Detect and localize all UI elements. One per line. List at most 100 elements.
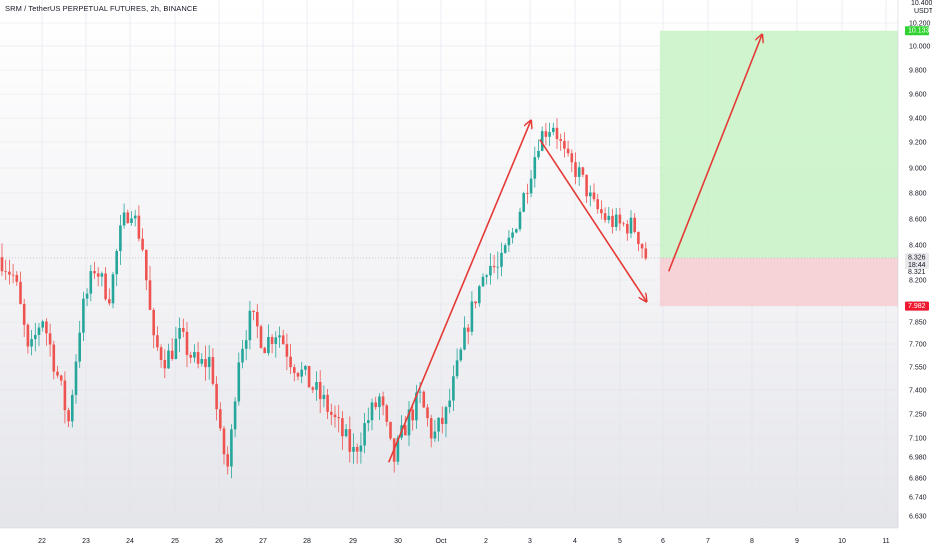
candle-body [341,418,344,437]
time-tick-label: 30 [394,538,402,545]
candle-body [163,359,167,369]
position-zones[interactable] [0,30,898,307]
candle-body [614,214,618,228]
candle-body [640,244,644,249]
candle-body [300,369,303,377]
candle-body [82,298,85,333]
candle-body [537,150,540,158]
candle-body [378,396,381,408]
time-tick-label: 25 [171,538,179,545]
candle-body [411,409,414,421]
candle-body [237,362,241,402]
stop-price-tag-text: 7.982 [908,303,926,310]
candle-body [448,400,451,408]
candle-body [481,276,485,287]
time-tick-label: 10 [838,538,846,545]
candle-body [226,454,229,467]
candle-body [222,428,226,455]
candle-body [329,411,333,415]
time-tick-label: 5 [618,538,622,545]
candle-body [485,275,488,277]
candle-body [596,199,599,210]
time-tick-label: 27 [259,538,267,545]
candle-body [230,429,233,467]
candle-body [466,327,470,332]
candle-body [633,217,636,232]
candle-body [126,212,130,223]
candle-body [22,303,26,325]
candle-body [607,215,611,221]
candle-body [130,218,133,223]
candle-body [267,336,270,354]
candle-body [511,232,514,238]
candle-body [514,229,518,233]
candle-body [107,299,111,304]
candle-body [30,339,33,347]
candle-body [263,347,266,354]
candle-body [45,321,48,334]
candle-body [141,238,144,250]
candle-body [211,357,215,384]
candle-body [174,338,178,360]
candle-body [433,431,437,439]
price-tick-label: 7.700 [909,342,927,349]
candle-body [570,153,574,163]
candle-body [255,312,259,327]
trend-arrow-1 [387,120,531,463]
candle-body [122,212,126,226]
price-tick-label: 8.400 [909,243,927,250]
candle-body [78,332,81,362]
candle-body [637,231,640,245]
candle-body [555,127,559,140]
time-tick-label: 24 [126,538,134,545]
price-tick-label: 9.600 [909,92,927,99]
candle-body [215,383,218,410]
candle-body [63,380,67,411]
time-tick-label: 26 [215,538,223,545]
candle-body [629,217,633,234]
candle-body [152,309,155,336]
candle-body [289,356,292,368]
price-tick-label: 8.800 [909,191,927,198]
time-axis-bg [0,528,932,550]
price-tick-label: 6.630 [909,514,927,521]
candle-body [333,414,337,418]
candle-body [326,394,329,412]
candle-body [185,331,189,355]
candle-body [11,274,15,276]
candle-body [396,437,400,462]
price-axis-bg [898,0,932,550]
candle-body [577,167,581,177]
candle-body [459,349,463,361]
axis-unit-currency: USDT [914,8,932,15]
candle-body [48,333,52,345]
candle-body [59,375,63,381]
candle-body [278,335,281,338]
candle-body [363,423,366,446]
candle-body [244,340,248,349]
candle-body [563,140,566,149]
candle-body [429,418,433,439]
trend-arrows[interactable] [387,35,762,463]
candle-body [611,215,614,228]
candle-body [518,211,522,230]
candle-body [533,157,537,179]
candle-body [588,192,592,197]
candle-body [526,193,529,194]
last-price-tag-text: 8.326 [908,254,926,261]
candle-body [292,367,296,373]
candle-body [370,402,374,421]
time-axis[interactable]: 22 23 24 25 26 27 28 29 30 Oct 2 3 4 5 6 7 8 9 10 11 [0,527,932,550]
candle-body [618,214,622,224]
price-tick-label: 6.860 [909,476,927,483]
candle-body [196,352,200,364]
candle-body [274,337,278,344]
candle-body [385,405,389,422]
candle-body [625,224,629,234]
price-tick-label: 10.000 [909,44,931,51]
trend-arrow-2 [539,139,647,302]
candle-body [248,310,252,341]
